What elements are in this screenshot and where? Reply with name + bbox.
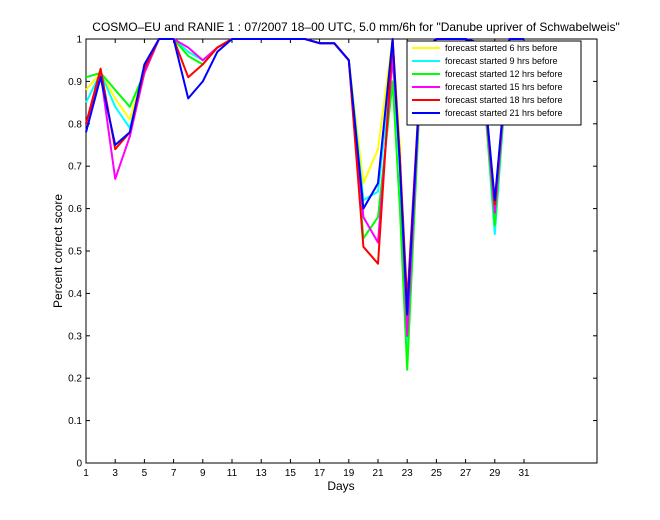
y-axis-label: Percent correct score	[51, 194, 65, 308]
y-tick-label: 1	[76, 35, 82, 46]
x-tick-label: 15	[285, 468, 297, 479]
x-tick-label: 23	[402, 468, 414, 479]
legend-label-4: forecast started 15 hrs before	[445, 82, 563, 92]
y-tick-label: 0.1	[68, 416, 82, 427]
legend-label-6: forecast started 21 hrs before	[445, 108, 563, 118]
y-tick-label: 0.6	[68, 204, 82, 215]
legend-label-5: forecast started 18 hrs before	[445, 95, 563, 105]
x-tick-label: 29	[489, 468, 501, 479]
y-axis: 0 0.1 0.2 0.3 0.4 0.5 0.6 0.7 0.8 0.9 1	[68, 35, 597, 470]
series-group	[85, 38, 524, 371]
chart-title: COSMO–EU and RANIE 1 : 07/2007 18–00 UTC…	[92, 20, 619, 34]
legend-box	[406, 40, 582, 126]
x-tick-label: 3	[112, 468, 118, 479]
legend-label-3: forecast started 12 hrs before	[445, 69, 563, 79]
y-tick-label: 0.2	[68, 374, 82, 385]
legend-label-1: forecast started 6 hrs before	[445, 43, 558, 53]
x-tick-label: 13	[256, 468, 268, 479]
y-tick-label: 0.8	[68, 119, 82, 130]
x-tick-label: 25	[431, 468, 443, 479]
y-tick-label: 0	[76, 459, 82, 470]
x-tick-label: 17	[314, 468, 326, 479]
x-tick-label: 31	[518, 468, 530, 479]
y-tick-label: 0.4	[68, 289, 82, 300]
chart-legend: forecast started 6 hrs before forecast st…	[406, 40, 582, 126]
y-tick-label: 0.3	[68, 331, 82, 342]
x-tick-label: 11	[227, 468, 238, 479]
x-tick-label: 9	[200, 468, 206, 479]
x-tick-label: 5	[142, 468, 148, 479]
y-tick-label: 0.7	[68, 162, 82, 173]
x-tick-label: 1	[83, 468, 89, 479]
y-tick-label: 0.9	[68, 77, 82, 88]
y-tick-label: 0.5	[68, 247, 82, 258]
legend-label-2: forecast started 9 hrs before	[445, 56, 558, 66]
series-line-6	[85, 38, 524, 316]
x-axis-label: Days	[327, 479, 354, 493]
x-tick-label: 21	[372, 468, 384, 479]
x-tick-label: 27	[460, 468, 472, 479]
x-tick-label: 19	[343, 468, 355, 479]
x-tick-label: 7	[171, 468, 177, 479]
